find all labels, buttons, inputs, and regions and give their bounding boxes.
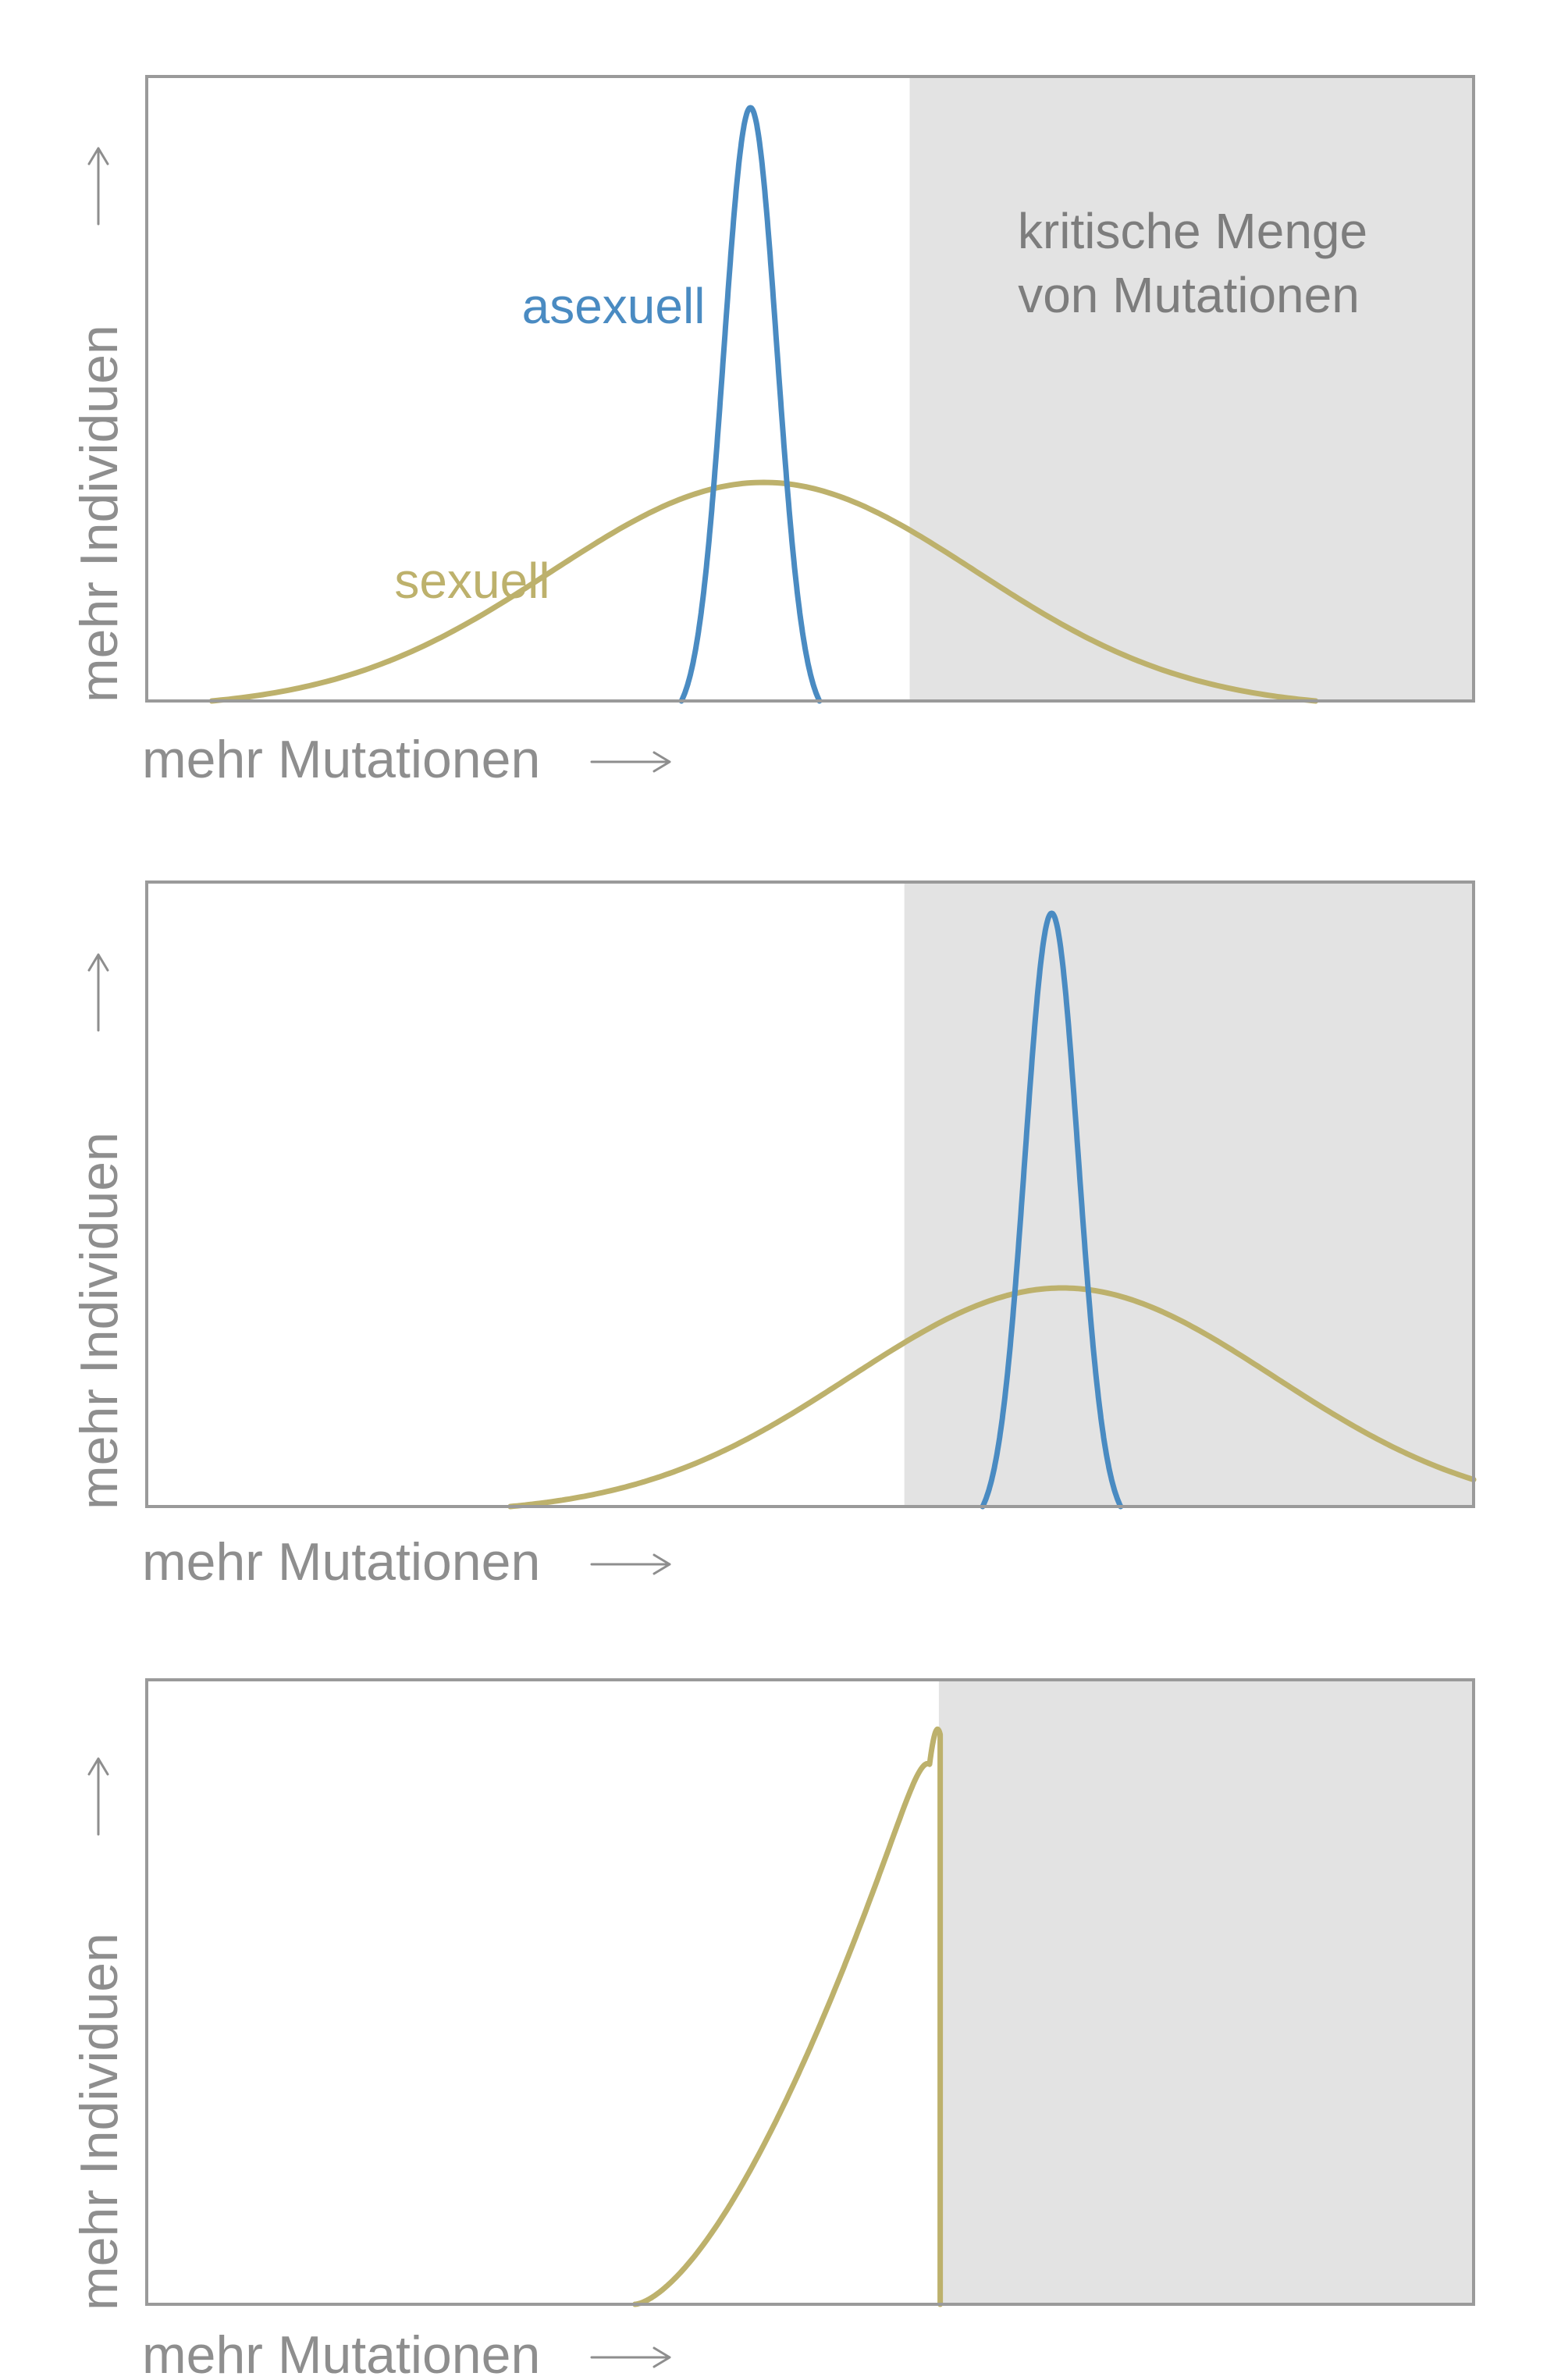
- right-arrow-icon: [590, 1553, 671, 1575]
- x-axis-label: mehr Mutationen: [142, 730, 540, 789]
- sexual-curve: [632, 1727, 944, 2307]
- critical-zone-label-line1: kritische Menge: [1018, 203, 1367, 259]
- plot-frame: [145, 1678, 1475, 2306]
- up-arrow-icon: [87, 953, 109, 1032]
- asexual-label: asexuell: [522, 278, 706, 334]
- y-axis-label: mehr Individuen: [69, 325, 129, 703]
- critical-zone: [904, 882, 1474, 1507]
- panel-1: kritische Menge von Mutationen asexuell …: [69, 75, 1475, 789]
- right-arrow-icon: [590, 2346, 671, 2368]
- up-arrow-icon: [87, 147, 109, 226]
- plot-frame: [145, 880, 1475, 1508]
- up-arrow-icon: [87, 1757, 109, 1836]
- panel-2: mehr Mutationen mehr Individuen: [69, 880, 1477, 1592]
- critical-zone: [909, 76, 1474, 701]
- critical-zone-label-line2: von Mutationen: [1018, 267, 1360, 323]
- x-axis-label: mehr Mutationen: [142, 2325, 540, 2380]
- y-axis-label: mehr Individuen: [69, 1933, 129, 2311]
- asexual-curve: [980, 910, 1124, 1510]
- y-axis-label: mehr Individuen: [69, 1132, 129, 1510]
- sexual-label: sexuell: [394, 553, 549, 609]
- sexual-curve: [507, 1285, 1477, 1510]
- critical-zone: [938, 1680, 1474, 2304]
- x-axis-label: mehr Mutationen: [142, 1532, 540, 1592]
- plot-frame: [145, 75, 1475, 703]
- sexual-curve: [208, 479, 1319, 704]
- right-arrow-icon: [590, 751, 671, 773]
- panel-3: mehr Mutationen mehr Individuen: [69, 1678, 1475, 2380]
- asexual-curve: [678, 105, 823, 704]
